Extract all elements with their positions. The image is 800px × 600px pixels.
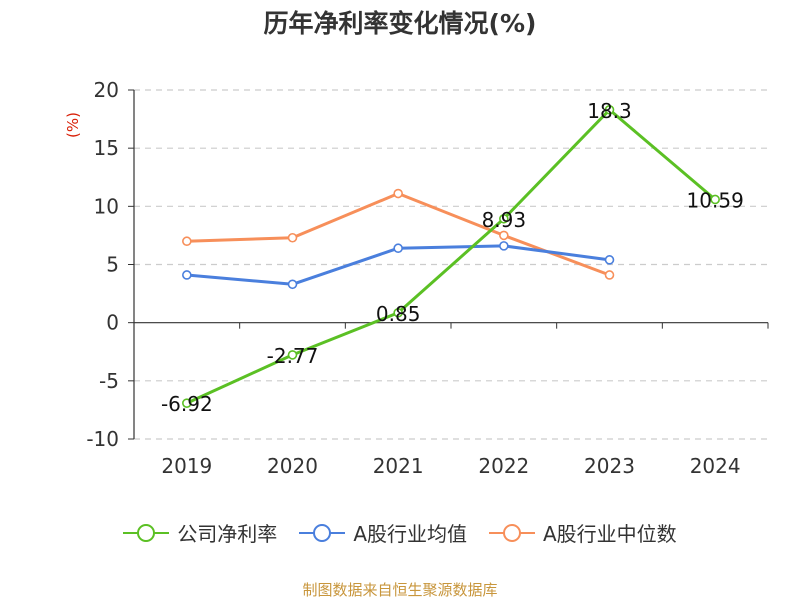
legend-marker-industry-mean [299, 523, 346, 542]
data-point-0 [710, 194, 720, 205]
y-tick-label: 5 [106, 253, 119, 277]
label-layer: -6.92 -2.77 0.85 8.93 18.3 10.59 [161, 99, 744, 416]
y-axis-label: (%) [64, 112, 82, 138]
legend-item-industry-mean[interactable]: A股行业均值 [299, 518, 467, 547]
data-point-2 [604, 270, 615, 280]
y-tick-label: -10 [86, 427, 119, 451]
data-point-1 [182, 270, 192, 280]
legend-label-industry-mean: A股行业均值 [353, 522, 467, 546]
y-tick-label: 15 [94, 136, 119, 160]
x-tick-label: 2024 [690, 454, 741, 478]
legend: 公司净利率 A股行业均值 A股行业中位数 [0, 518, 800, 547]
axis-layer: 20 15 10 5 0 -5 -10 (%) 2019 2020 2021 2022 2023 2024 [64, 78, 769, 478]
legend-item-industry-median[interactable]: A股行业中位数 [489, 518, 677, 547]
data-point-0 [604, 104, 615, 115]
x-tick-label: 2019 [161, 454, 212, 478]
data-label: 8.93 [482, 208, 527, 232]
data-label: -2.77 [267, 344, 319, 368]
data-point-1 [499, 241, 509, 251]
legend-marker-company [123, 523, 170, 542]
legend-label-industry-median: A股行业中位数 [543, 522, 677, 546]
data-label: 18.3 [587, 99, 632, 123]
data-point-2 [287, 232, 298, 243]
x-tick-label: 2023 [584, 454, 635, 478]
data-point-1 [287, 279, 298, 290]
data-point-0 [393, 307, 403, 318]
legend-label-company: 公司净利率 [177, 522, 278, 546]
data-point-0 [287, 350, 298, 360]
data-point-0 [499, 213, 509, 224]
series-layer [182, 104, 720, 408]
y-tick-label: -5 [99, 369, 119, 393]
series-line-0 [186, 108, 717, 405]
data-label: -6.92 [161, 392, 213, 416]
data-point-2 [182, 236, 192, 247]
y-tick-label: 10 [94, 194, 119, 218]
x-tick-label: 2022 [478, 454, 529, 478]
x-tick-label: 2021 [373, 454, 424, 478]
chart-title: 历年净利率变化情况(%) [263, 9, 537, 38]
y-tick-label: 0 [106, 311, 119, 335]
data-label: 0.85 [376, 302, 421, 326]
legend-item-company[interactable]: 公司净利率 [123, 518, 277, 547]
x-tick-label: 2020 [267, 454, 318, 478]
source-note: 制图数据来自恒生聚源数据库 [302, 581, 498, 599]
data-point-1 [604, 255, 615, 265]
grid-layer [134, 89, 768, 440]
data-point-1 [393, 243, 403, 254]
legend-marker-industry-median [489, 523, 535, 542]
data-point-2 [393, 188, 403, 199]
y-tick-label: 20 [94, 78, 119, 102]
data-point-0 [182, 398, 192, 408]
data-point-2 [499, 230, 509, 241]
data-label: 10.59 [687, 188, 744, 212]
